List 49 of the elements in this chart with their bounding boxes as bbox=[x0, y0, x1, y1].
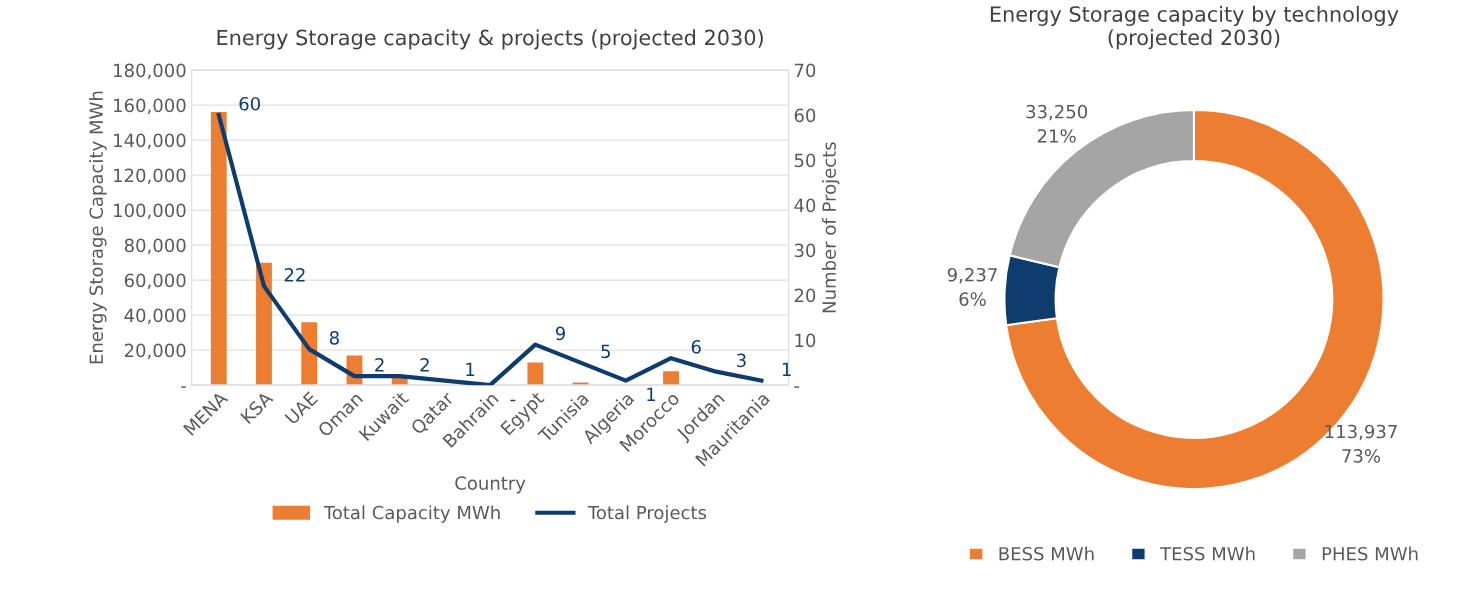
y2-tick-label: 50 bbox=[794, 153, 816, 168]
data-label: 8 bbox=[329, 331, 339, 345]
legend-label: PHES MWh bbox=[1322, 546, 1418, 561]
y2-tick-label: 70 bbox=[794, 63, 816, 78]
legend-label: Total Projects bbox=[587, 505, 707, 523]
y2-tick-label: 30 bbox=[794, 243, 816, 258]
data-label: 1 bbox=[782, 362, 791, 376]
bar bbox=[256, 262, 272, 386]
y-tick-label: 40,000 bbox=[124, 308, 186, 325]
data-label: 6 bbox=[691, 340, 701, 354]
y2-tick-label: 20 bbox=[794, 288, 816, 303]
bar bbox=[527, 362, 544, 386]
y-axis-title: Energy Storage Capacity MWh bbox=[89, 91, 107, 364]
legend-label: Total Capacity MWh bbox=[323, 505, 500, 523]
bar bbox=[301, 322, 318, 386]
data-label: 60 bbox=[239, 96, 260, 111]
y-tick-label: 120,000 bbox=[114, 168, 186, 185]
y-tick-label: 60,000 bbox=[124, 273, 186, 290]
y2-tick-label: - bbox=[794, 386, 800, 388]
data-label: 33,250 21% bbox=[1026, 104, 1088, 143]
y2-tick-label: 40 bbox=[794, 198, 816, 213]
chart-title: Energy Storage capacity & projects (projected 2030) bbox=[217, 29, 763, 50]
bar bbox=[210, 112, 227, 386]
legend-label: BESS MWh bbox=[999, 546, 1094, 561]
data-label: 3 bbox=[737, 353, 746, 368]
chart-title: Energy Storage capacity by technology (projected 2030) bbox=[990, 5, 1399, 50]
y-tick-label: 160,000 bbox=[114, 98, 186, 115]
line-series bbox=[216, 113, 764, 386]
y2-tick-label: 10 bbox=[795, 333, 816, 348]
y-tick-label: - bbox=[181, 386, 186, 388]
data-label: 113,937 73% bbox=[1325, 424, 1397, 463]
x-tick-label: KSA bbox=[240, 390, 274, 425]
data-label: 5 bbox=[601, 344, 610, 359]
data-label: 9,237 6% bbox=[947, 267, 997, 306]
data-label: 2 bbox=[375, 358, 384, 372]
y-tick-label: 80,000 bbox=[124, 238, 186, 255]
data-label: 2 bbox=[420, 358, 429, 372]
y-tick-label: 140,000 bbox=[114, 133, 186, 150]
data-label: 9 bbox=[555, 326, 565, 341]
data-label: 22 bbox=[284, 267, 305, 282]
y-tick-label: 100,000 bbox=[114, 203, 186, 220]
y2-tick-label: 60 bbox=[794, 108, 816, 123]
bar bbox=[663, 371, 679, 386]
data-label: 1 bbox=[466, 362, 475, 376]
legend-label: TESS MWh bbox=[1160, 546, 1255, 561]
x-axis-title: Country bbox=[455, 476, 526, 494]
y-tick-label: 180,000 bbox=[114, 63, 186, 80]
y2-axis-title: Number of Projects bbox=[821, 142, 840, 313]
y-tick-label: 20,000 bbox=[124, 343, 186, 360]
